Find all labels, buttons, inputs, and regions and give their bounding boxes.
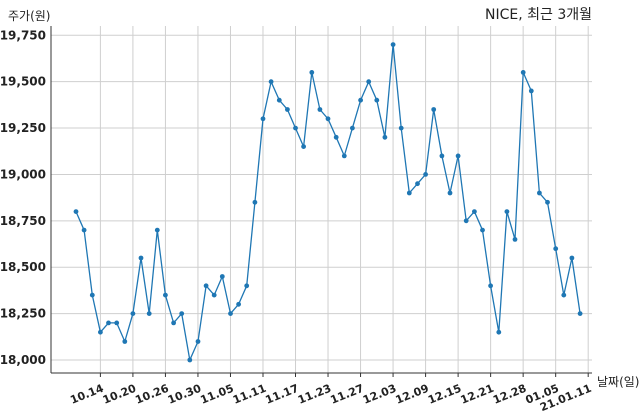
data-point <box>154 227 160 233</box>
data-point <box>171 320 177 326</box>
y-tick-label: 19,500 <box>0 75 46 89</box>
data-point <box>89 292 95 298</box>
data-point <box>504 209 510 215</box>
chart-title: NICE, 최근 3개월 <box>485 7 592 23</box>
data-point <box>146 311 152 316</box>
data-point <box>106 320 111 326</box>
data-point <box>130 311 136 316</box>
data-point <box>398 125 404 131</box>
data-point <box>309 70 315 75</box>
y-tick-label: 19,250 <box>0 121 46 135</box>
data-point <box>480 227 485 233</box>
data-point <box>350 125 355 131</box>
data-point <box>512 237 518 242</box>
data-point <box>252 199 258 205</box>
data-point <box>341 153 347 159</box>
data-point <box>431 107 437 112</box>
data-point <box>179 311 185 316</box>
data-point <box>366 79 372 85</box>
data-point <box>463 218 469 224</box>
data-point <box>260 116 266 122</box>
y-axis-label: 주가(원) <box>8 9 50 23</box>
data-point <box>73 209 79 215</box>
data-point <box>276 97 282 103</box>
data-point <box>390 42 396 47</box>
data-point <box>455 153 461 159</box>
data-point <box>439 153 445 159</box>
data-point <box>285 107 290 112</box>
data-point <box>577 311 583 316</box>
data-point <box>187 357 193 363</box>
x-axis-label: 날짜(일) <box>597 375 639 389</box>
data-point <box>228 311 233 316</box>
data-point <box>98 329 103 335</box>
data-point <box>537 190 542 196</box>
axes <box>50 26 592 377</box>
data-point <box>496 329 502 335</box>
data-point <box>488 283 493 289</box>
y-tick-label: 18,000 <box>0 353 46 367</box>
data-point <box>472 209 477 215</box>
x-tick-labels: 10.1410.2010.2610.3011.0511.1111.1711.23… <box>68 382 593 414</box>
data-point <box>545 199 550 205</box>
data-point <box>528 88 534 94</box>
data-point <box>81 227 87 233</box>
data-point <box>219 274 225 279</box>
y-tick-label: 18,250 <box>0 307 46 321</box>
data-point <box>211 292 217 298</box>
data-point <box>301 144 306 150</box>
data-point <box>138 255 144 261</box>
data-point <box>293 125 298 131</box>
data-point <box>163 292 168 298</box>
y-tick-labels: 18,000 18,250 18,500 18,750 19,000 19,250 19,5… <box>0 28 46 367</box>
data-point <box>520 70 526 75</box>
data-point <box>268 79 274 85</box>
data-point <box>423 172 428 177</box>
y-tick-label: 18,500 <box>0 260 46 274</box>
data-point <box>333 134 339 140</box>
y-tick-label: 19,750 <box>0 28 46 42</box>
data-point <box>114 320 120 326</box>
data-points <box>73 42 583 363</box>
data-point <box>317 107 323 112</box>
data-point <box>236 301 242 307</box>
data-point <box>203 283 209 289</box>
data-point <box>569 255 575 261</box>
data-point <box>358 97 363 103</box>
y-tick-label: 18,750 <box>0 214 46 228</box>
data-point <box>406 190 412 196</box>
data-point <box>244 283 250 289</box>
data-point <box>553 246 559 252</box>
data-point <box>415 181 420 187</box>
y-tick-label: 19,000 <box>0 167 46 181</box>
data-point <box>195 339 201 344</box>
data-point <box>382 134 388 140</box>
data-point <box>561 292 567 298</box>
data-point <box>122 339 128 344</box>
data-point <box>374 97 380 103</box>
data-point <box>447 190 453 196</box>
grid <box>51 26 592 373</box>
data-point <box>325 116 331 122</box>
